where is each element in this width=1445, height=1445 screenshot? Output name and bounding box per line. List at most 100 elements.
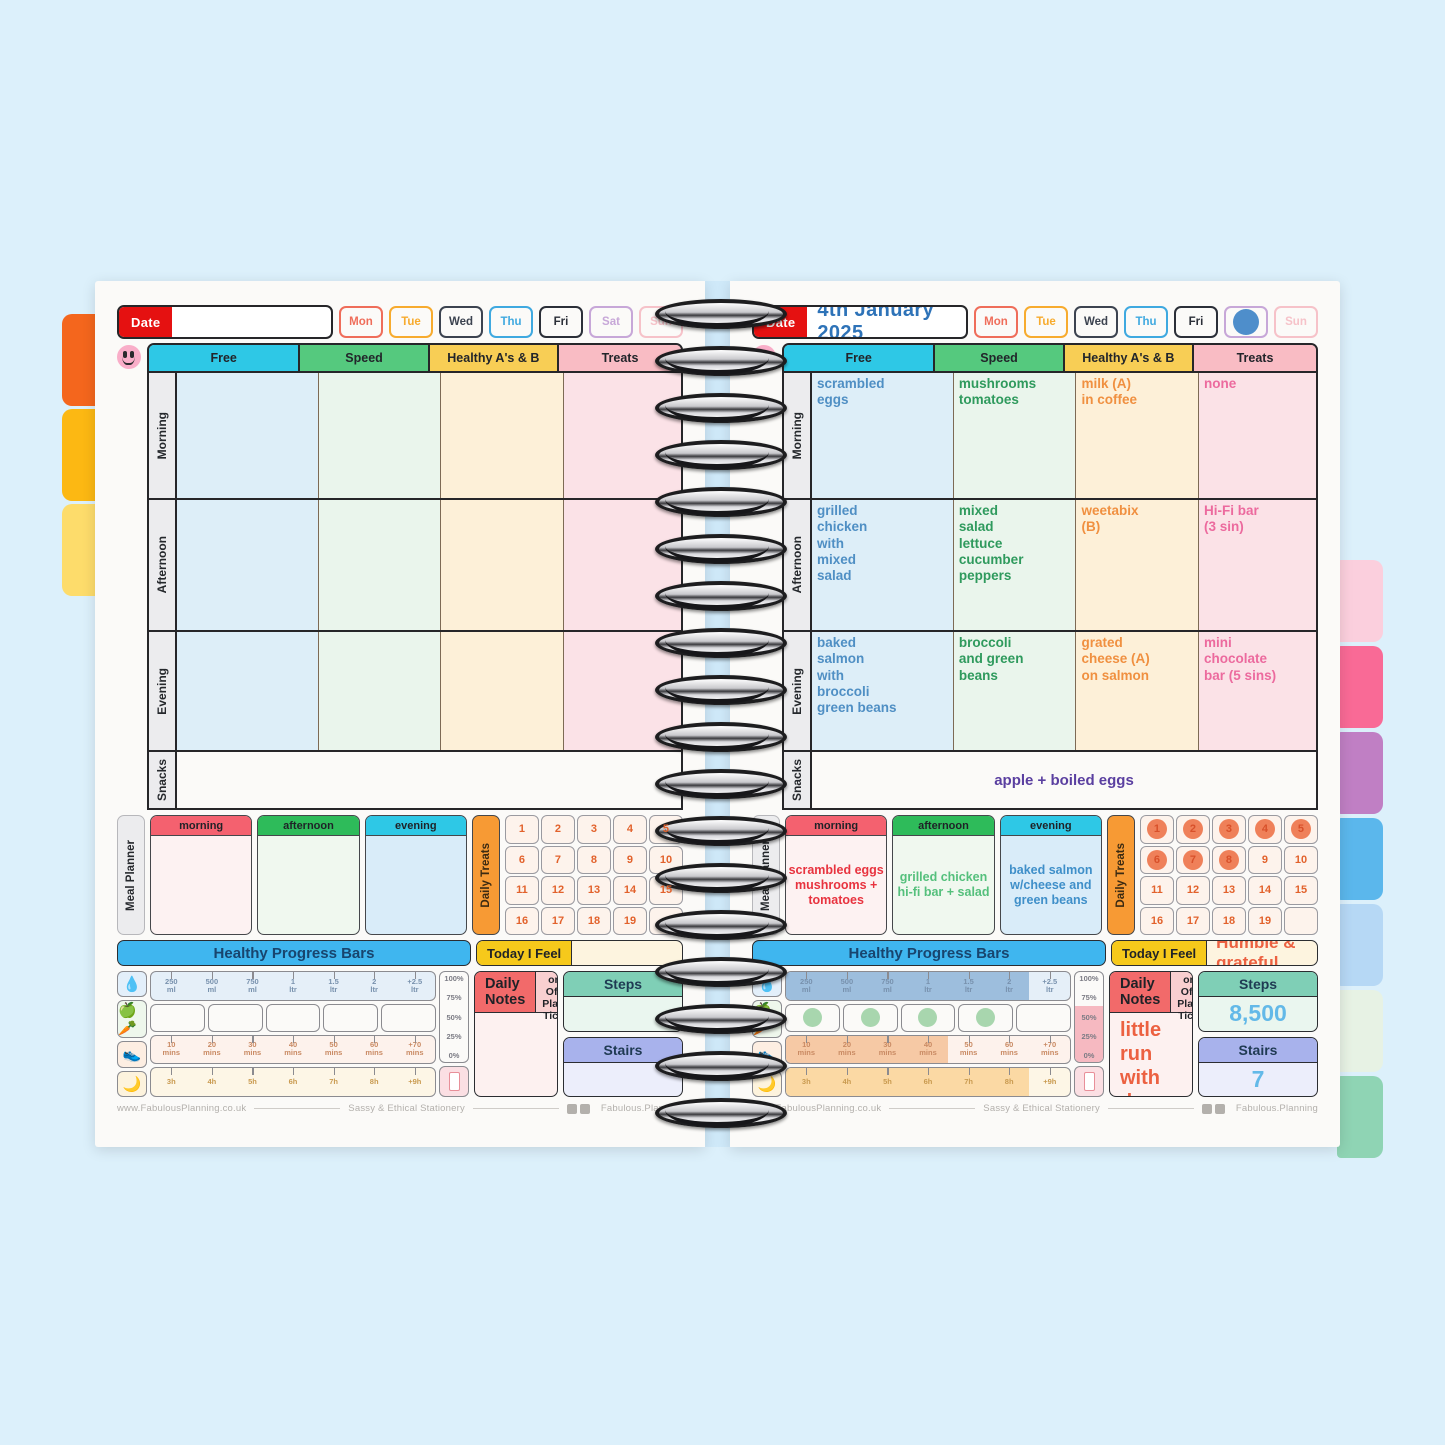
daily-treat-8[interactable]: 8	[1211, 845, 1246, 874]
daily-treat-8[interactable]: 8	[576, 845, 611, 874]
daily-treat-13[interactable]: 13	[576, 876, 611, 905]
stairs-card[interactable]: Stairs 7	[1198, 1036, 1318, 1097]
sleep-tick-2[interactable]: 4h	[192, 1068, 233, 1096]
daily-treat-12[interactable]: 12	[1175, 876, 1210, 905]
meal-cell-morning-speed[interactable]: mushrooms tomatoes	[953, 373, 1077, 498]
daily-treat-4[interactable]: 4	[1247, 815, 1282, 844]
daily-treat-17[interactable]: 17	[540, 906, 575, 935]
daily-treat-9[interactable]: 9	[612, 845, 647, 874]
meal-cell-evening-healthy-a-s-b[interactable]	[441, 632, 565, 750]
date-field[interactable]: Date 4th January 2025	[752, 305, 968, 339]
steps-value[interactable]: 8,500	[1229, 1000, 1287, 1027]
exercise-tick-5[interactable]: 50 mins	[948, 1035, 989, 1064]
exercise-tick-7[interactable]: +70 mins	[1029, 1035, 1070, 1064]
sleep-tick-7[interactable]: +9h	[1029, 1068, 1070, 1096]
exercise-tick-2[interactable]: 20 mins	[827, 1035, 868, 1064]
exercise-tick-1[interactable]: 10 mins	[786, 1035, 827, 1064]
day-toggle-tue[interactable]: Tue	[389, 306, 433, 338]
daily-treat-4[interactable]: 4	[612, 815, 647, 844]
sleep-tick-5[interactable]: 7h	[313, 1068, 354, 1096]
meal-planner-value-morning[interactable]	[151, 836, 251, 934]
meal-cell-evening-treats[interactable]: mini chocolate bar (5 sins)	[1199, 632, 1316, 750]
daily-treat-16[interactable]: 16	[1139, 906, 1174, 935]
sleep-tick-4[interactable]: 6h	[908, 1068, 949, 1096]
daily-treat-16[interactable]: 16	[504, 906, 539, 935]
daily-treat-15[interactable]: 15	[1283, 876, 1318, 905]
day-toggle-fri[interactable]: Fri	[539, 306, 583, 338]
meal-cell-morning-free[interactable]: scrambled eggs	[812, 373, 954, 498]
meal-planner-value-afternoon[interactable]: grilled chicken hi-fi bar + salad	[897, 870, 990, 899]
water-tick-6[interactable]: 2 ltr	[354, 972, 395, 1000]
water-tick-2[interactable]: 500 ml	[827, 972, 868, 1000]
daily-treat-2[interactable]: 2	[1175, 815, 1210, 844]
sleep-tick-3[interactable]: 5h	[867, 1068, 908, 1096]
day-toggle-wed[interactable]: Wed	[439, 306, 483, 338]
tab-mint-white[interactable]	[1337, 990, 1383, 1072]
daily-treat-6[interactable]: 6	[504, 845, 539, 874]
meal-planner-value-evening[interactable]	[366, 836, 466, 934]
meal-cell-evening-speed[interactable]: broccoli and green beans	[953, 632, 1077, 750]
tab-blue[interactable]	[1337, 818, 1383, 900]
daily-treat-9[interactable]: 9	[1247, 845, 1282, 874]
meal-planner-card-evening[interactable]: evening baked salmon w/cheese and green …	[999, 815, 1102, 935]
meal-cell-afternoon-treats[interactable]: Hi-Fi bar (3 sin)	[1199, 500, 1316, 630]
meal-planner-card-morning[interactable]: morning scrambled eggs mushrooms + tomat…	[785, 815, 888, 935]
daily-treat-19[interactable]: 19	[1247, 906, 1282, 935]
meal-cell-afternoon-free[interactable]	[177, 500, 319, 630]
daily-treat-3[interactable]: 3	[576, 815, 611, 844]
exercise-tick-4[interactable]: 40 mins	[273, 1035, 314, 1064]
percent-gauge[interactable]: 100% 75% 50% 25% 0%	[1074, 971, 1104, 1064]
daily-treat-14[interactable]: 14	[1247, 876, 1282, 905]
daily-treat-11[interactable]: 11	[504, 876, 539, 905]
today-i-feel-field[interactable]: Today I Feel Humble & grateful	[1111, 940, 1318, 966]
fruit-veg-slot-1[interactable]	[785, 1003, 840, 1032]
meal-cell-morning-healthy-a-s-b[interactable]: milk (A) in coffee	[1076, 373, 1200, 498]
sleep-tick-6[interactable]: 8h	[989, 1068, 1030, 1096]
daily-treat-12[interactable]: 12	[540, 876, 575, 905]
water-bar[interactable]: 250 ml 500 ml 750 ml 1 ltr 1.5 ltr 2 ltr +2.5 ltr	[150, 971, 436, 1001]
daily-treat-19[interactable]: 19	[612, 906, 647, 935]
daily-treat-3[interactable]: 3	[1211, 815, 1246, 844]
sleep-tick-1[interactable]: 3h	[151, 1068, 192, 1096]
sleep-bar[interactable]: 3h 4h 5h 6h 7h 8h +9h	[150, 1067, 436, 1097]
day-toggle-sat[interactable]: Sat	[589, 306, 633, 338]
sleep-tick-5[interactable]: 7h	[948, 1068, 989, 1096]
water-tick-6[interactable]: 2 ltr	[989, 972, 1030, 1000]
water-tick-1[interactable]: 250 ml	[786, 972, 827, 1000]
meal-cell-afternoon-healthy-a-s-b[interactable]	[441, 500, 565, 630]
fruit-veg-slot-1[interactable]	[150, 1003, 205, 1032]
water-tick-5[interactable]: 1.5 ltr	[948, 972, 989, 1000]
date-value[interactable]: 4th January 2025	[817, 305, 935, 339]
daily-treat-11[interactable]: 11	[1139, 876, 1174, 905]
exercise-tick-3[interactable]: 30 mins	[232, 1035, 273, 1064]
meal-planner-card-evening[interactable]: evening	[364, 815, 467, 935]
steps-card[interactable]: Steps 8,500	[1198, 971, 1318, 1032]
fruit-veg-slot-4[interactable]	[958, 1003, 1014, 1032]
fruit-veg-slot-5[interactable]	[381, 1003, 436, 1032]
meal-planner-card-morning[interactable]: morning	[150, 815, 253, 935]
meal-cell-afternoon-free[interactable]: grilled chicken with mixed salad	[812, 500, 954, 630]
exercise-tick-2[interactable]: 20 mins	[192, 1035, 233, 1064]
exercise-tick-7[interactable]: +70 mins	[394, 1035, 435, 1064]
water-tick-3[interactable]: 750 ml	[232, 972, 273, 1000]
meal-cell-morning-healthy-a-s-b[interactable]	[441, 373, 565, 498]
tab-light-blue[interactable]	[1337, 904, 1383, 986]
water-tick-1[interactable]: 250 ml	[151, 972, 192, 1000]
day-toggle-sun[interactable]: Sun	[1274, 306, 1318, 338]
date-field[interactable]: Date	[117, 305, 333, 339]
water-tick-5[interactable]: 1.5 ltr	[313, 972, 354, 1000]
day-toggle-mon[interactable]: Mon	[974, 306, 1018, 338]
daily-treat-18[interactable]: 18	[1211, 906, 1246, 935]
meal-cell-evening-speed[interactable]	[318, 632, 442, 750]
day-toggle-thu[interactable]: Thu	[489, 306, 533, 338]
day-toggle-mon[interactable]: Mon	[339, 306, 383, 338]
snacks-value[interactable]: apple + boiled eggs	[812, 752, 1316, 808]
sleep-tick-6[interactable]: 8h	[354, 1068, 395, 1096]
exercise-tick-5[interactable]: 50 mins	[313, 1035, 354, 1064]
exercise-tick-1[interactable]: 10 mins	[151, 1035, 192, 1064]
daily-treat-empty[interactable]	[1283, 906, 1318, 935]
meal-cell-evening-free[interactable]: baked salmon with broccoli green beans	[812, 632, 954, 750]
meal-cell-afternoon-speed[interactable]: mixed salad lettuce cucumber peppers	[953, 500, 1077, 630]
daily-treat-14[interactable]: 14	[612, 876, 647, 905]
daily-treat-13[interactable]: 13	[1211, 876, 1246, 905]
